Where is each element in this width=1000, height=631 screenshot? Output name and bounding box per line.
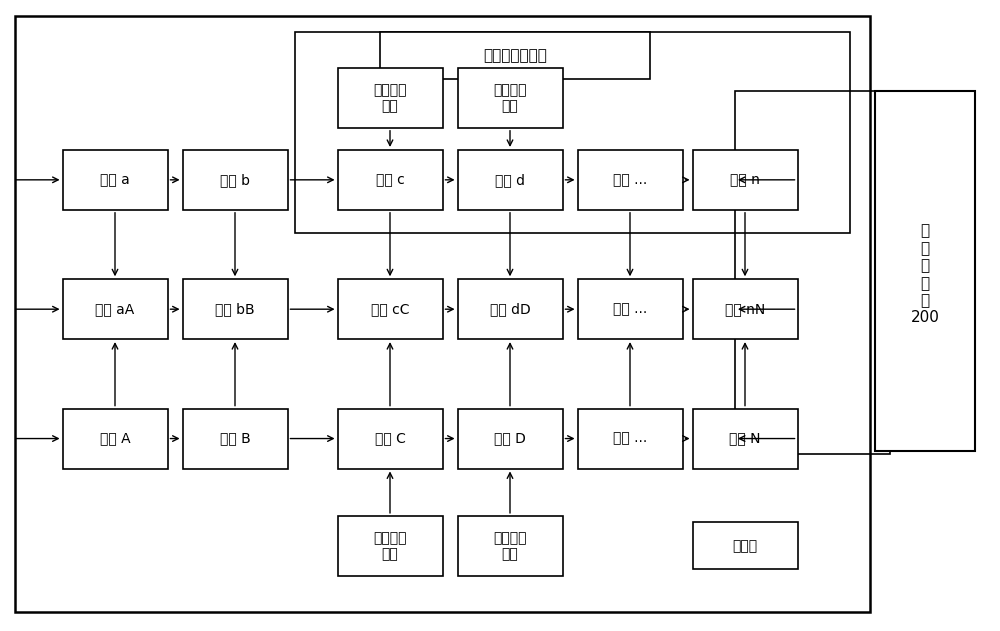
Bar [692, 409, 798, 468]
Bar [692, 150, 798, 209]
Bar [182, 150, 288, 209]
Bar [458, 68, 562, 127]
Bar [295, 32, 850, 233]
Text: 振动测试测试区: 振动测试测试区 [483, 48, 547, 62]
Bar [578, 279, 682, 339]
Bar [338, 279, 442, 339]
Text: 托盘 a: 托盘 a [100, 173, 130, 187]
Text: 托盘 N: 托盘 N [729, 432, 761, 445]
Bar [15, 16, 870, 612]
Text: 托盘 dD: 托盘 dD [490, 302, 530, 316]
Text: 托盘 ...: 托盘 ... [613, 173, 647, 187]
Text: 托盘 bB: 托盘 bB [215, 302, 255, 316]
Bar [182, 409, 288, 468]
Text: 托盘 b: 托盘 b [220, 173, 250, 187]
Bar [458, 279, 562, 339]
Text: 拆卸区: 拆卸区 [732, 539, 758, 553]
Bar [380, 32, 650, 79]
Text: 电性能测
试仪: 电性能测 试仪 [373, 531, 407, 561]
Text: 托盘 A: 托盘 A [100, 432, 130, 445]
Text: 托盘 aA: 托盘 aA [95, 302, 135, 316]
Bar [578, 409, 682, 468]
Bar [875, 91, 975, 451]
Text: 托盘 c: 托盘 c [376, 173, 404, 187]
Bar [338, 516, 442, 575]
Text: 托盘 B: 托盘 B [220, 432, 250, 445]
Text: 电性能测
试仪: 电性能测 试仪 [493, 531, 527, 561]
Bar [62, 150, 168, 209]
Bar [182, 279, 288, 339]
Bar [692, 522, 798, 569]
Text: 托盘 d: 托盘 d [495, 173, 525, 187]
Text: 托盘 D: 托盘 D [494, 432, 526, 445]
Bar [458, 409, 562, 468]
Text: 托盘 C: 托盘 C [375, 432, 405, 445]
Bar [578, 150, 682, 209]
Text: 电性能测
试仪: 电性能测 试仪 [493, 83, 527, 113]
Bar [62, 409, 168, 468]
Text: 托盘 ...: 托盘 ... [613, 432, 647, 445]
Bar [62, 279, 168, 339]
Bar [735, 91, 890, 454]
Text: 振
动
测
试
台
200: 振 动 测 试 台 200 [911, 223, 939, 326]
Bar [338, 68, 442, 127]
Text: 电性能测
试仪: 电性能测 试仪 [373, 83, 407, 113]
Text: 托盘 cC: 托盘 cC [371, 302, 409, 316]
Bar [692, 279, 798, 339]
Bar [458, 150, 562, 209]
Bar [338, 150, 442, 209]
Text: 托盘 ...: 托盘 ... [613, 302, 647, 316]
Bar [458, 516, 562, 575]
Text: 托盘 n: 托盘 n [730, 173, 760, 187]
Text: 托盘 nN: 托盘 nN [725, 302, 765, 316]
Bar [338, 409, 442, 468]
